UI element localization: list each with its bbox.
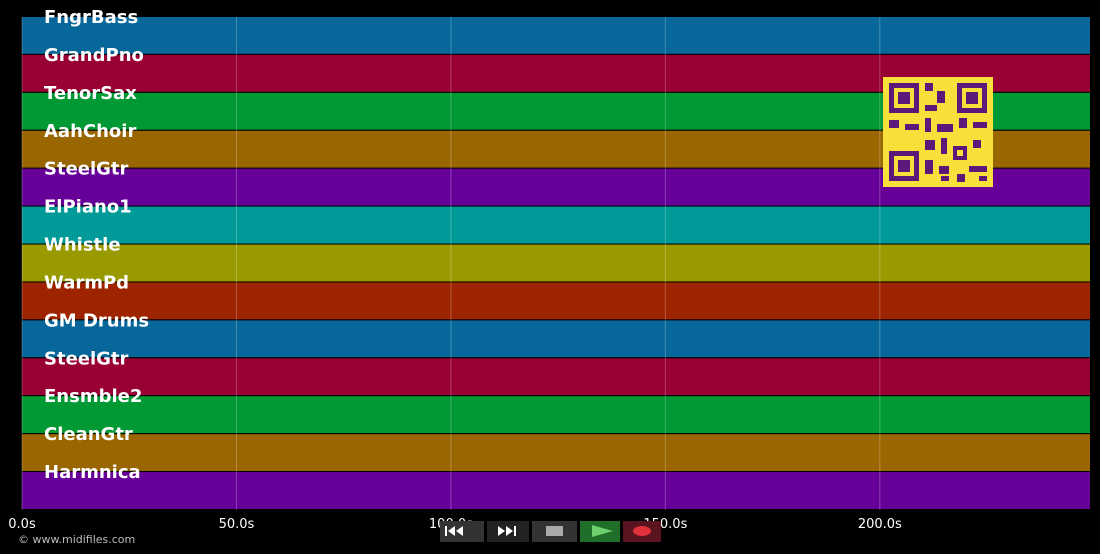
- qr-code: [883, 77, 993, 187]
- copyright: © www.midifiles.com: [18, 533, 135, 546]
- track-band: [22, 320, 1090, 358]
- rewind-button[interactable]: [440, 521, 484, 542]
- track-band: [22, 396, 1090, 434]
- track-labels: FngrBass GrandPno TenorSax AahChoir SteelGtr…: [44, 7, 149, 483]
- track-band: [22, 17, 1090, 54]
- x-tick-label: 0.0s: [8, 517, 36, 532]
- track-label: WarmPd: [44, 272, 129, 293]
- fast-forward-button[interactable]: [487, 521, 529, 542]
- track-label: GM Drums: [44, 310, 149, 331]
- track-band: [22, 358, 1090, 396]
- x-tick-label: 200.0s: [858, 517, 902, 532]
- track-label: CleanGtr: [44, 424, 133, 445]
- track-label: Ensmble2: [44, 386, 142, 407]
- track-label: ElPiano1: [44, 197, 132, 218]
- track-band: [22, 244, 1090, 282]
- track-label: TenorSax: [44, 83, 137, 104]
- stop-button[interactable]: [532, 521, 577, 542]
- play-button[interactable]: [580, 521, 620, 542]
- record-button[interactable]: [623, 521, 661, 542]
- grid: [21, 17, 881, 510]
- track-band: [22, 206, 1090, 244]
- track-band: [22, 434, 1090, 472]
- track-label: Whistle: [44, 235, 121, 256]
- track-label: FngrBass: [44, 7, 138, 28]
- track-label: AahChoir: [44, 121, 136, 142]
- track-band: [22, 472, 1090, 509]
- track-label: GrandPno: [44, 45, 144, 66]
- x-tick-label: 50.0s: [219, 517, 255, 532]
- track-band: [22, 282, 1090, 320]
- track-label: SteelGtr: [44, 348, 129, 369]
- transport-controls: [440, 521, 661, 542]
- track-label: Harmnica: [44, 462, 141, 483]
- track-label: SteelGtr: [44, 159, 129, 180]
